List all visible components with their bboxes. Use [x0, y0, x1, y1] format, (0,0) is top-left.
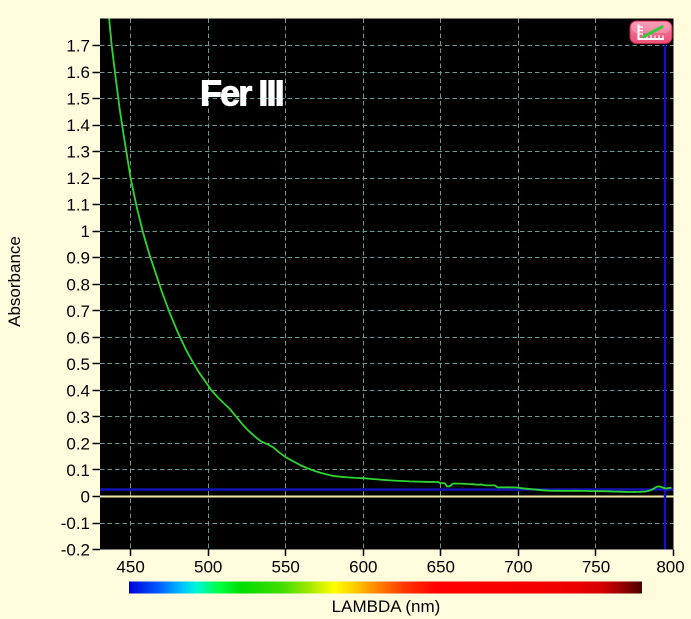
- svg-text:0.7: 0.7: [66, 302, 90, 321]
- svg-text:0.1: 0.1: [66, 461, 90, 480]
- svg-text:1.6: 1.6: [66, 63, 90, 82]
- svg-text:0.5: 0.5: [66, 355, 90, 374]
- svg-text:650: 650: [427, 558, 455, 577]
- svg-text:Absorbance: Absorbance: [5, 236, 24, 327]
- svg-text:1.1: 1.1: [66, 196, 90, 215]
- svg-text:Fer III: Fer III: [200, 73, 283, 114]
- svg-text:1: 1: [81, 222, 90, 241]
- svg-text:600: 600: [349, 558, 377, 577]
- svg-text:0.6: 0.6: [66, 328, 90, 347]
- svg-text:0.2: 0.2: [66, 434, 90, 453]
- svg-text:0.9: 0.9: [66, 249, 90, 268]
- svg-text:LAMBDA (nm): LAMBDA (nm): [332, 597, 441, 616]
- svg-text:550: 550: [272, 558, 300, 577]
- svg-text:-0.1: -0.1: [61, 514, 90, 533]
- svg-text:450: 450: [116, 558, 144, 577]
- svg-text:0.4: 0.4: [66, 381, 90, 400]
- svg-text:1.2: 1.2: [66, 169, 90, 188]
- svg-text:-0.2: -0.2: [61, 541, 90, 560]
- svg-text:1.4: 1.4: [66, 116, 90, 135]
- svg-text:800: 800: [656, 558, 684, 577]
- svg-text:0.8: 0.8: [66, 275, 90, 294]
- svg-text:0.3: 0.3: [66, 408, 90, 427]
- svg-text:700: 700: [504, 558, 532, 577]
- svg-text:750: 750: [582, 558, 610, 577]
- svg-text:1.3: 1.3: [66, 143, 90, 162]
- svg-text:1.7: 1.7: [66, 37, 90, 56]
- svg-text:1.5: 1.5: [66, 90, 90, 109]
- svg-text:0: 0: [81, 488, 90, 507]
- svg-text:500: 500: [194, 558, 222, 577]
